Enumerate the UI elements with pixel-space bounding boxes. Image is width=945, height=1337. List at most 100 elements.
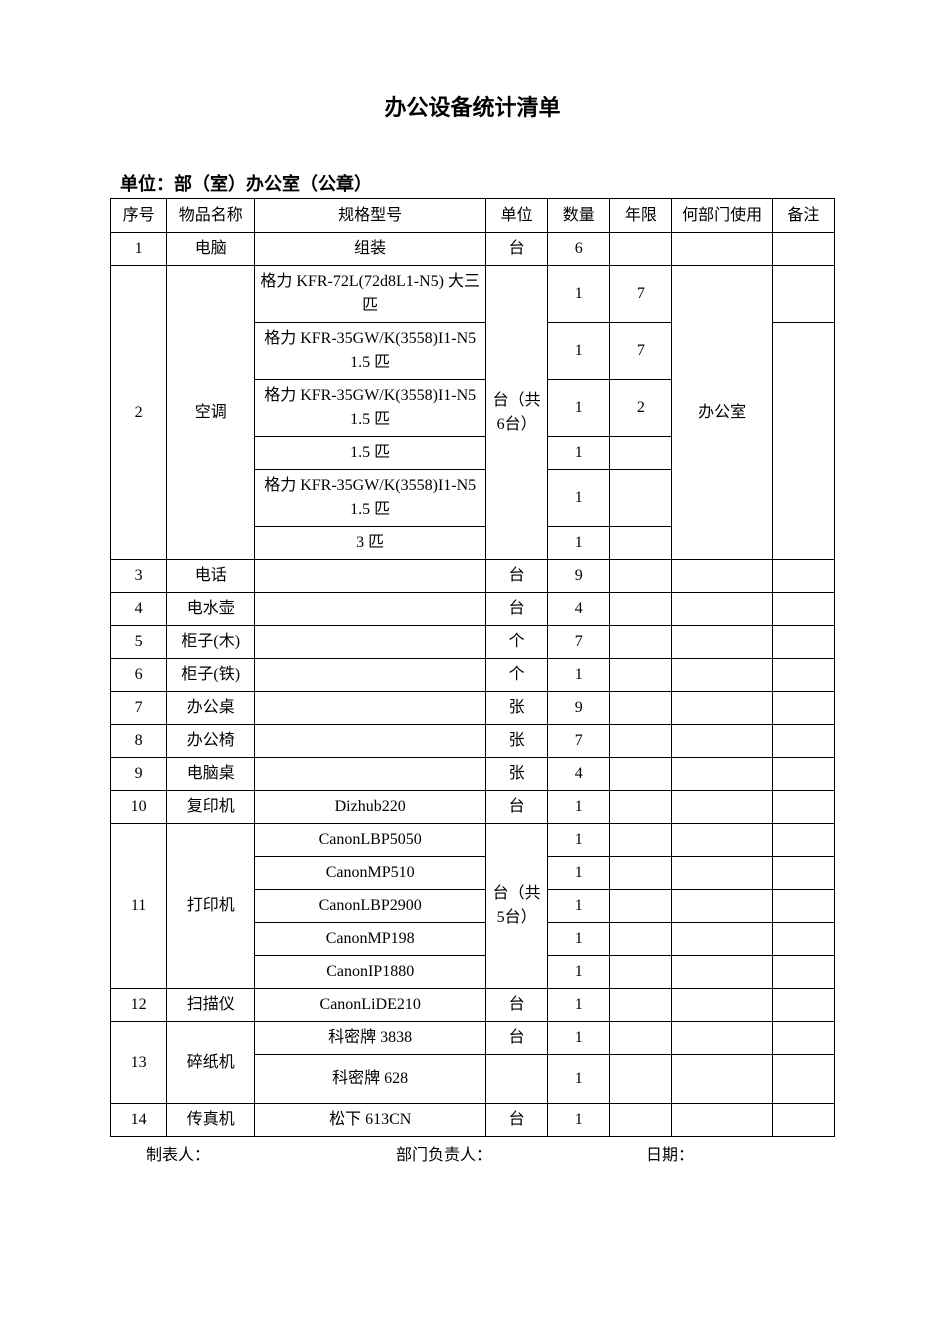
cell-name: 传真机 — [167, 1104, 255, 1137]
cell-note — [772, 725, 834, 758]
cell-qty: 4 — [548, 593, 610, 626]
table-row: 5 柜子(木) 个 7 — [111, 626, 835, 659]
cell-unit: 张 — [486, 692, 548, 725]
cell-unit: 张 — [486, 725, 548, 758]
cell-seq: 9 — [111, 758, 167, 791]
cell-year — [610, 692, 672, 725]
cell-qty: 7 — [548, 725, 610, 758]
cell-year — [610, 857, 672, 890]
table-row: 1 电脑 组装 台 6 — [111, 233, 835, 266]
cell-seq: 12 — [111, 989, 167, 1022]
cell-dept — [672, 1022, 772, 1055]
cell-unit: 张 — [486, 758, 548, 791]
cell-dept — [672, 824, 772, 857]
cell-seq: 6 — [111, 659, 167, 692]
table-header-row: 序号 物品名称 规格型号 单位 数量 年限 何部门使用 备注 — [111, 199, 835, 233]
cell-note — [772, 593, 834, 626]
table-row: 12 扫描仪 CanonLiDE210 台 1 — [111, 989, 835, 1022]
cell-qty: 9 — [548, 560, 610, 593]
cell-qty: 4 — [548, 758, 610, 791]
cell-dept — [672, 233, 772, 266]
cell-year — [610, 989, 672, 1022]
cell-qty: 1 — [548, 1055, 610, 1104]
footer-maker: 制表人： — [146, 1141, 396, 1165]
cell-year — [610, 956, 672, 989]
cell-year — [610, 725, 672, 758]
cell-unit: 台 — [486, 593, 548, 626]
cell-dept — [672, 1055, 772, 1104]
cell-qty: 1 — [548, 890, 610, 923]
cell-note — [772, 626, 834, 659]
cell-spec — [255, 593, 486, 626]
cell-year — [610, 560, 672, 593]
table-row: 7 办公桌 张 9 — [111, 692, 835, 725]
cell-spec: CanonMP198 — [255, 923, 486, 956]
cell-year — [610, 1022, 672, 1055]
cell-dept — [672, 758, 772, 791]
cell-name: 电脑桌 — [167, 758, 255, 791]
cell-spec: 格力 KFR-35GW/K(3558)I1-N5 1.5 匹 — [255, 323, 486, 380]
table-row: 3 电话 台 9 — [111, 560, 835, 593]
cell-name: 电脑 — [167, 233, 255, 266]
cell-unit: 台 — [486, 989, 548, 1022]
cell-spec — [255, 560, 486, 593]
cell-year — [610, 527, 672, 560]
cell-name: 空调 — [167, 266, 255, 560]
cell-spec: CanonLiDE210 — [255, 989, 486, 1022]
cell-name: 办公桌 — [167, 692, 255, 725]
table-row: 4 电水壶 台 4 — [111, 593, 835, 626]
cell-year — [610, 824, 672, 857]
table-row: 13 碎纸机 科密牌 3838 台 1 — [111, 1022, 835, 1055]
cell-qty: 1 — [548, 1104, 610, 1137]
cell-qty: 1 — [548, 659, 610, 692]
cell-seq: 13 — [111, 1022, 167, 1104]
col-note: 备注 — [772, 199, 834, 233]
cell-dept — [672, 626, 772, 659]
cell-qty: 1 — [548, 437, 610, 470]
cell-qty: 1 — [548, 527, 610, 560]
cell-unit: 台 — [486, 1104, 548, 1137]
cell-spec — [255, 692, 486, 725]
table-row: 11 打印机 CanonLBP5050 台（共 5台） 1 — [111, 824, 835, 857]
cell-spec: Dizhub220 — [255, 791, 486, 824]
table-row: 14 传真机 松下 613CN 台 1 — [111, 1104, 835, 1137]
cell-year — [610, 593, 672, 626]
cell-dept — [672, 923, 772, 956]
cell-spec: 科密牌 3838 — [255, 1022, 486, 1055]
cell-name: 复印机 — [167, 791, 255, 824]
cell-year — [610, 1055, 672, 1104]
cell-dept — [672, 791, 772, 824]
cell-qty: 1 — [548, 956, 610, 989]
cell-unit: 台 — [486, 560, 548, 593]
cell-dept — [672, 593, 772, 626]
cell-year: 2 — [610, 380, 672, 437]
cell-seq: 2 — [111, 266, 167, 560]
cell-seq: 5 — [111, 626, 167, 659]
cell-note — [772, 560, 834, 593]
cell-year — [610, 890, 672, 923]
cell-name: 碎纸机 — [167, 1022, 255, 1104]
cell-note — [772, 956, 834, 989]
col-dept: 何部门使用 — [672, 199, 772, 233]
cell-seq: 4 — [111, 593, 167, 626]
cell-dept — [672, 659, 772, 692]
footer-head: 部门负责人： — [396, 1141, 646, 1165]
cell-qty: 1 — [548, 989, 610, 1022]
cell-spec: CanonLBP5050 — [255, 824, 486, 857]
table-row: 8 办公椅 张 7 — [111, 725, 835, 758]
cell-year — [610, 626, 672, 659]
cell-qty: 6 — [548, 233, 610, 266]
cell-qty: 1 — [548, 923, 610, 956]
table-row: 2 空调 格力 KFR-72L(72d8L1-N5) 大三匹 台（共 6台） 1… — [111, 266, 835, 323]
cell-seq: 7 — [111, 692, 167, 725]
cell-spec: CanonIP1880 — [255, 956, 486, 989]
cell-qty: 1 — [548, 380, 610, 437]
cell-name: 柜子(铁) — [167, 659, 255, 692]
cell-name: 柜子(木) — [167, 626, 255, 659]
cell-name: 电话 — [167, 560, 255, 593]
cell-note — [772, 1104, 834, 1137]
cell-dept — [672, 1104, 772, 1137]
cell-dept — [672, 857, 772, 890]
cell-note — [772, 824, 834, 857]
cell-name: 打印机 — [167, 824, 255, 989]
